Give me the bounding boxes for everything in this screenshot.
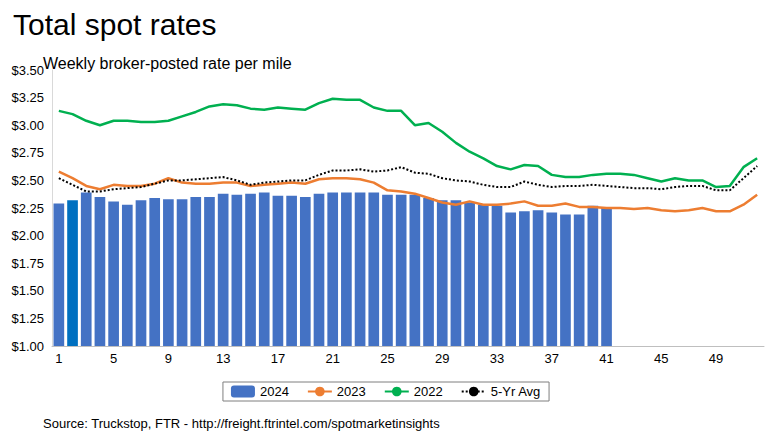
svg-text:2024: 2024 [260,384,289,399]
svg-text:$3.25: $3.25 [11,90,44,105]
svg-text:Total spot rates: Total spot rates [13,8,216,41]
svg-text:Source: Truckstop, FTR - http:: Source: Truckstop, FTR - http://freight.… [43,416,440,431]
svg-text:$2.75: $2.75 [11,145,44,160]
svg-text:Weekly broker-posted rate per: Weekly broker-posted rate per mile [43,55,292,72]
svg-text:$2.00: $2.00 [11,228,44,243]
svg-text:13: 13 [216,351,230,366]
svg-text:$1.50: $1.50 [11,283,44,298]
svg-text:$2.50: $2.50 [11,173,44,188]
svg-text:17: 17 [271,351,285,366]
svg-text:37: 37 [545,351,559,366]
svg-text:2022: 2022 [414,384,443,399]
svg-text:45: 45 [654,351,668,366]
svg-text:1: 1 [55,351,62,366]
svg-text:$3.50: $3.50 [11,63,44,78]
svg-text:9: 9 [165,351,172,366]
svg-text:5: 5 [110,351,117,366]
svg-text:49: 49 [709,351,723,366]
svg-text:21: 21 [325,351,339,366]
svg-text:25: 25 [380,351,394,366]
svg-text:$1.00: $1.00 [11,339,44,354]
svg-text:41: 41 [599,351,613,366]
svg-text:2023: 2023 [337,384,366,399]
svg-text:29: 29 [435,351,449,366]
svg-text:$1.25: $1.25 [11,311,44,326]
svg-text:$2.25: $2.25 [11,201,44,216]
svg-text:$3.00: $3.00 [11,118,44,133]
svg-text:5-Yr Avg: 5-Yr Avg [491,384,541,399]
svg-text:33: 33 [490,351,504,366]
svg-text:$1.75: $1.75 [11,256,44,271]
